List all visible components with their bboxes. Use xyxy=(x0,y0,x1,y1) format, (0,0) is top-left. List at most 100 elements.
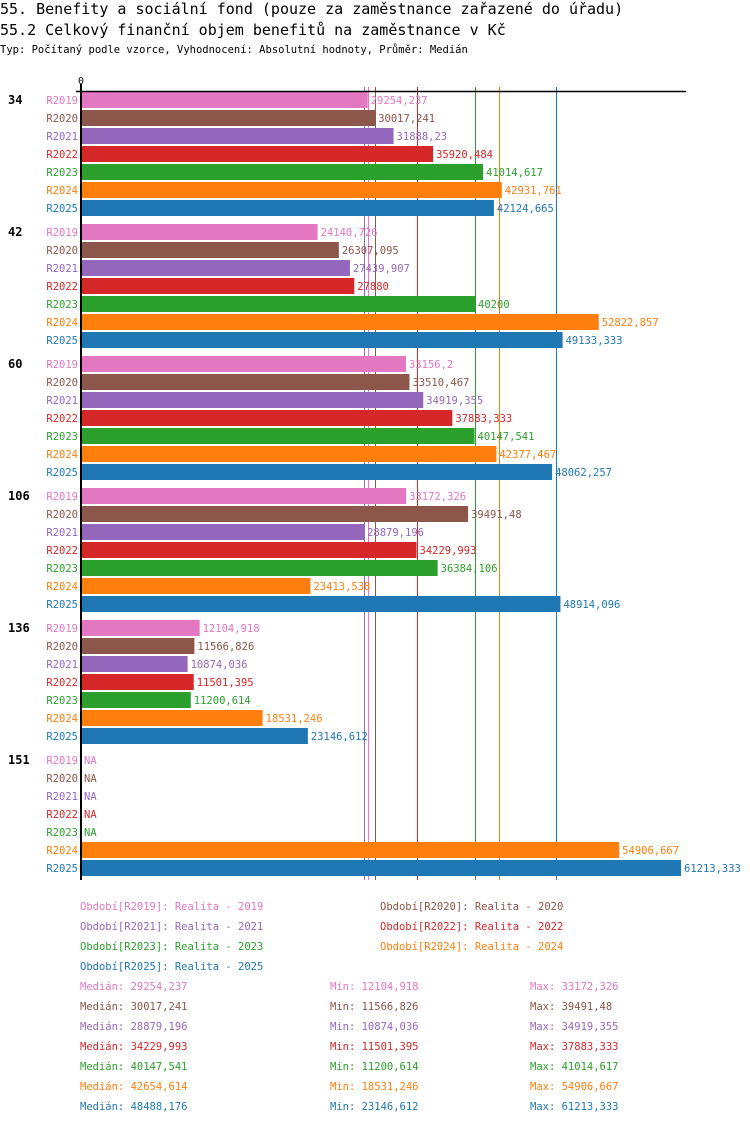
stat-median: Medián: 30017,241 xyxy=(80,1001,187,1013)
bar xyxy=(81,242,339,258)
data-label: NA xyxy=(84,791,97,803)
series-label: R2020 xyxy=(46,509,78,521)
bar xyxy=(81,392,424,408)
median-lines xyxy=(364,87,557,880)
bar xyxy=(81,488,407,504)
bar xyxy=(81,446,497,462)
series-label: R2021 xyxy=(46,131,78,143)
stat-max: Max: 61213,333 xyxy=(530,1101,619,1113)
data-label: 23413,538 xyxy=(313,581,370,593)
bar xyxy=(81,110,376,126)
bar xyxy=(81,356,406,372)
legend-item: Období[R2020]: Realita - 2020 xyxy=(380,901,563,913)
data-label: 11501,395 xyxy=(197,677,254,689)
data-label: 27880 xyxy=(357,281,389,293)
stat-median: Medián: 29254,237 xyxy=(80,981,187,993)
bar xyxy=(81,692,191,708)
bar xyxy=(81,128,394,144)
bar xyxy=(81,92,368,108)
data-label: 26307,095 xyxy=(342,245,399,257)
axis: 0 xyxy=(76,76,686,880)
chart-meta: Typ: Počítaný podle vzorce, Vyhodnocení:… xyxy=(0,44,468,56)
chart-title: 55.2 Celkový finanční objem benefitů na … xyxy=(0,21,506,39)
data-label: 33510,467 xyxy=(412,377,469,389)
data-label: 31888,23 xyxy=(397,131,448,143)
series-label: R2024 xyxy=(46,449,78,461)
bar xyxy=(81,146,434,162)
bar xyxy=(81,842,620,858)
series-label: R2025 xyxy=(46,599,78,611)
bar xyxy=(81,428,475,444)
data-label: 48914,096 xyxy=(563,599,620,611)
bar xyxy=(81,524,365,540)
series-label: R2022 xyxy=(46,413,78,425)
series-label: R2024 xyxy=(46,713,78,725)
data-label: 52822,857 xyxy=(602,317,659,329)
bar xyxy=(81,278,355,294)
bar xyxy=(81,710,263,726)
data-label: 30017,241 xyxy=(378,113,435,125)
bars: 34 R2019 29254,237 R2020 30017,241 R2021 31888… xyxy=(8,92,741,876)
data-label: 48062,257 xyxy=(555,467,612,479)
stat-max: Max: 37883,333 xyxy=(530,1041,619,1053)
legend-item: Období[R2023]: Realita - 2023 xyxy=(80,941,263,953)
data-label: 49133,333 xyxy=(566,335,623,347)
bar xyxy=(81,560,438,576)
data-label: 36384,106 xyxy=(441,563,498,575)
category-label: 34 xyxy=(8,93,22,107)
data-label: 42377,467 xyxy=(499,449,556,461)
series-label: R2024 xyxy=(46,185,78,197)
stat-max: Max: 39491,48 xyxy=(530,1001,612,1013)
bar xyxy=(81,296,476,312)
stat-median: Medián: 42654,614 xyxy=(80,1081,187,1093)
data-label: NA xyxy=(84,809,97,821)
data-label: 11200,614 xyxy=(194,695,251,707)
data-label: 10874,036 xyxy=(191,659,248,671)
series-label: R2022 xyxy=(46,149,78,161)
data-label: 27439,907 xyxy=(353,263,410,275)
category-label: 60 xyxy=(8,357,22,371)
data-label: 39491,48 xyxy=(471,509,522,521)
stat-median: Medián: 34229,993 xyxy=(80,1041,187,1053)
data-label: 34229,993 xyxy=(420,545,477,557)
bar xyxy=(81,200,494,216)
category-label: 151 xyxy=(8,753,30,767)
data-label: 33172,326 xyxy=(409,491,466,503)
data-label: 40200 xyxy=(478,299,510,311)
stats: Medián: 29254,237 Min: 12104,918 Max: 3317… xyxy=(80,981,619,1113)
stat-median: Medián: 28879,196 xyxy=(80,1021,187,1033)
bar xyxy=(81,578,311,594)
chart-section-title: 55. Benefity a sociální fond (pouze za z… xyxy=(0,0,624,18)
bar xyxy=(81,164,484,180)
data-label: 37883,333 xyxy=(455,413,512,425)
stat-min: Min: 10874,036 xyxy=(330,1021,419,1033)
series-label: R2020 xyxy=(46,245,78,257)
series-label: R2019 xyxy=(46,95,78,107)
stat-min: Min: 11566,826 xyxy=(330,1001,419,1013)
legend-item: Období[R2021]: Realita - 2021 xyxy=(80,921,263,933)
series-label: R2024 xyxy=(46,581,78,593)
stat-max: Max: 54906,667 xyxy=(530,1081,619,1093)
data-label: 42124,665 xyxy=(497,203,554,215)
bar xyxy=(81,314,599,330)
series-label: R2025 xyxy=(46,335,78,347)
data-label: 24140,726 xyxy=(321,227,378,239)
data-label: NA xyxy=(84,773,97,785)
data-label: 35920,484 xyxy=(436,149,493,161)
x-tick-label: 0 xyxy=(78,76,84,87)
legend-item: Období[R2022]: Realita - 2022 xyxy=(380,921,563,933)
series-label: R2022 xyxy=(46,677,78,689)
category-label: 106 xyxy=(8,489,30,503)
bar xyxy=(81,620,200,636)
bar xyxy=(81,542,417,558)
data-label: NA xyxy=(84,755,97,767)
data-label: 18531,246 xyxy=(266,713,323,725)
bar xyxy=(81,464,553,480)
series-label: R2021 xyxy=(46,659,78,671)
series-label: R2023 xyxy=(46,563,78,575)
bar xyxy=(81,656,188,672)
series-label: R2023 xyxy=(46,167,78,179)
series-label: R2020 xyxy=(46,113,78,125)
data-label: 41014,617 xyxy=(486,167,543,179)
